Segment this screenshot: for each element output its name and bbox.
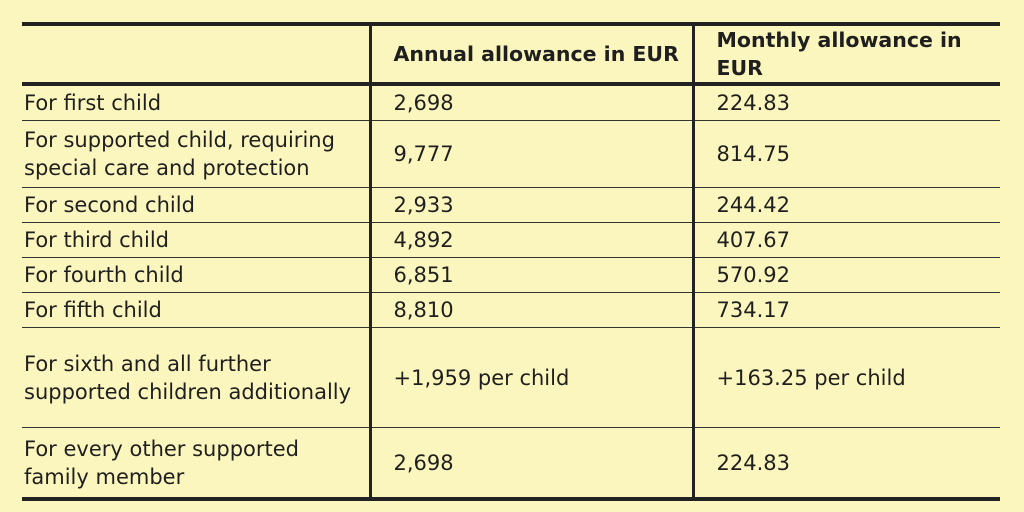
- row-annual-value: 2,933: [368, 187, 693, 223]
- table-header-row: Annual allowance in EUR Monthly allowanc…: [22, 24, 1000, 84]
- row-label: For first child: [24, 91, 162, 115]
- row-monthly-value: 224.83: [691, 84, 1000, 121]
- row-label: For second child: [24, 193, 195, 217]
- row-annual-value: 2,698: [368, 427, 693, 499]
- row-monthly-value: 814.75: [691, 120, 1000, 188]
- row-label: For fifth child: [24, 298, 162, 322]
- row-annual-value: +1,959 per child: [368, 327, 693, 428]
- row-label: For sixth and all further supported chil…: [24, 351, 352, 404]
- row-annual-value: 9,777: [368, 120, 693, 188]
- header-monthly-allowance: Monthly allowance in EUR: [691, 24, 1000, 84]
- row-monthly-value: 244.42: [691, 187, 1000, 223]
- row-monthly-value: 224.83: [691, 427, 1000, 499]
- table-row: For first child 2,698 224.83: [22, 84, 1000, 121]
- table-row: For fourth child 6,851 570.92: [22, 257, 1000, 293]
- allowance-table: Annual allowance in EUR Monthly allowanc…: [22, 22, 1000, 501]
- row-label: For third child: [24, 228, 169, 252]
- header-annual-allowance: Annual allowance in EUR: [368, 24, 693, 84]
- table-row: For fifth child 8,810 734.17: [22, 292, 1000, 328]
- table-row: For every other supported family member …: [22, 427, 1000, 499]
- allowance-table-container: Annual allowance in EUR Monthly allowanc…: [22, 22, 1000, 501]
- row-label: For every other supported family member: [24, 436, 299, 489]
- row-label: For fourth child: [24, 263, 184, 287]
- row-annual-value: 2,698: [368, 84, 693, 121]
- row-monthly-value: 734.17: [691, 292, 1000, 328]
- row-monthly-value: 570.92: [691, 257, 1000, 293]
- table-row: For supported child, requiring special c…: [22, 120, 1000, 188]
- row-monthly-value: 407.67: [691, 222, 1000, 258]
- table-row: For third child 4,892 407.67: [22, 222, 1000, 258]
- table-row: For second child 2,933 244.42: [22, 187, 1000, 223]
- row-annual-value: 4,892: [368, 222, 693, 258]
- row-monthly-value: +163.25 per child: [691, 327, 1000, 428]
- header-label-cell: [22, 24, 370, 84]
- row-label: For supported child, requiring special c…: [24, 128, 335, 180]
- table-row: For sixth and all further supported chil…: [22, 327, 1000, 428]
- row-annual-value: 8,810: [368, 292, 693, 328]
- row-annual-value: 6,851: [368, 257, 693, 293]
